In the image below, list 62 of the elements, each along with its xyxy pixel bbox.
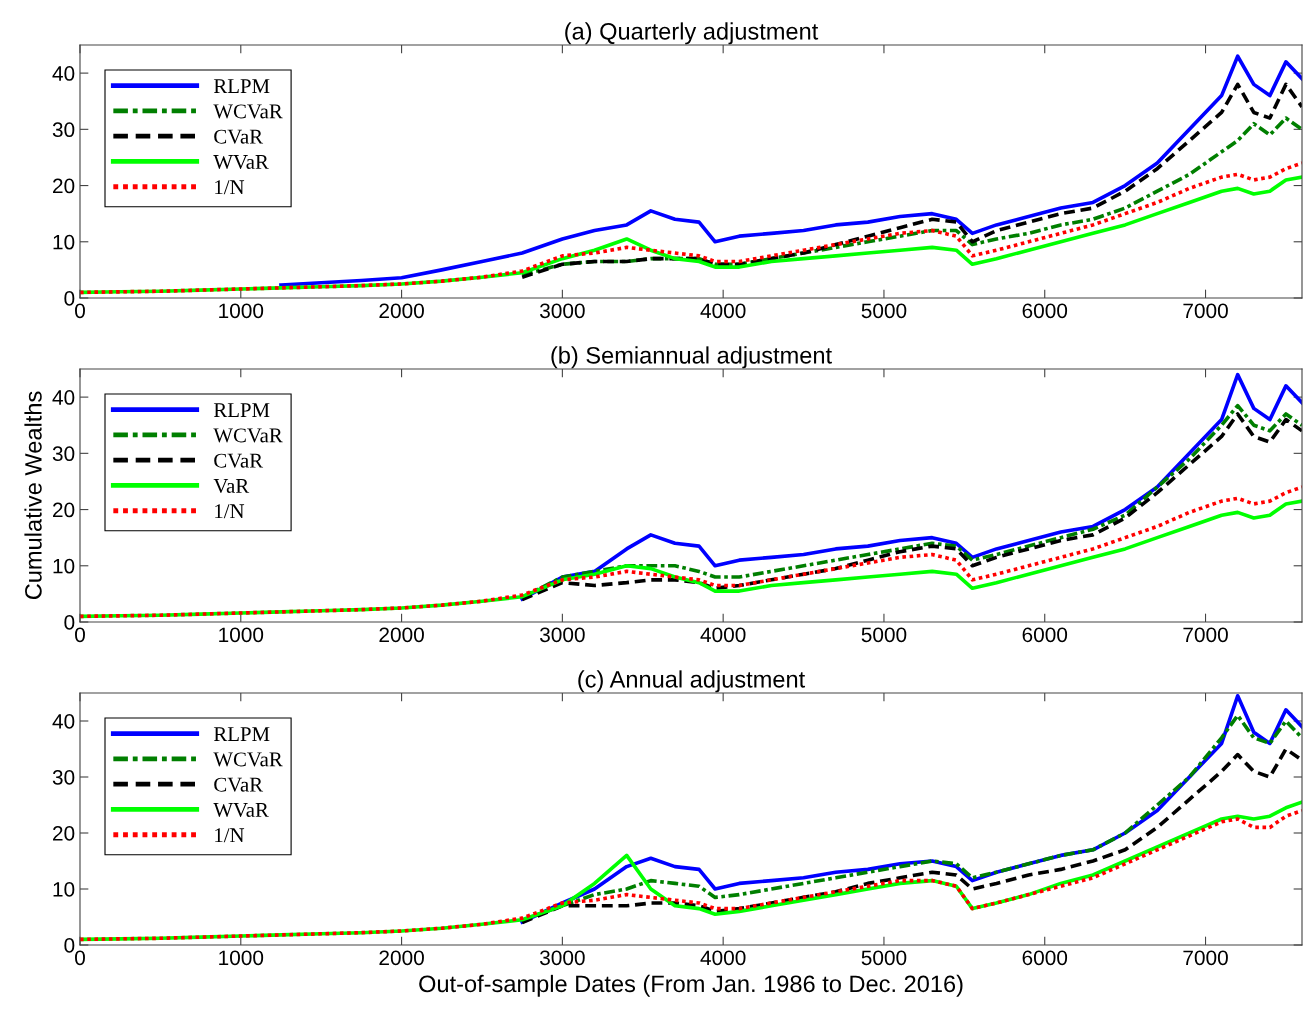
line-series [520, 82, 1302, 280]
legend-label: RLPM [213, 727, 270, 741]
chart-title: (c) Annual adjustment [578, 670, 806, 693]
y-tick-label: 40 [52, 390, 75, 405]
line-series [520, 747, 1302, 925]
x-tick-label: 4000 [700, 303, 746, 319]
y-tick-label: 40 [52, 714, 75, 729]
legend-label: 1/N [215, 828, 245, 843]
x-tick-label: 3000 [539, 627, 585, 643]
legend-label: WCVaR [213, 428, 283, 443]
legend-label: WVaR [213, 803, 269, 818]
legend-label: 1/N [215, 504, 245, 519]
y-tick-label: 20 [53, 502, 75, 518]
legend-label: VaR [213, 479, 250, 494]
x-tick-label: 3000 [539, 950, 585, 966]
x-tick-label: 0 [75, 303, 85, 319]
x-tick-label: 2000 [379, 627, 424, 643]
x-tick-label: 7000 [1183, 627, 1228, 643]
x-axis-title: Out-of-sample Dates (From Jan. 1986 to Dec. 2016) [419, 974, 963, 997]
legend-label: RLPM [213, 79, 270, 93]
legend-label: WCVaR [213, 104, 283, 119]
y-tick-label: 10 [53, 234, 75, 250]
legend-label: WVaR [213, 155, 269, 170]
x-tick-label: 1000 [219, 303, 264, 319]
y-tick-label: 20 [53, 178, 75, 194]
y-tick-label: 30 [52, 770, 75, 785]
legend-label: CVaR [214, 129, 264, 144]
x-tick-label: 2000 [379, 950, 424, 966]
y-tick-label: 0 [64, 615, 75, 630]
chart-title: (a) Quarterly adjustment [565, 22, 819, 45]
x-tick-label: 7000 [1183, 950, 1228, 966]
x-tick-label: 5000 [861, 627, 907, 643]
x-tick-label: 6000 [1022, 627, 1068, 643]
x-tick-label: 4000 [700, 627, 746, 643]
x-tick-label: 7000 [1183, 303, 1228, 319]
y-tick-label: 40 [52, 66, 75, 81]
legend-label: CVaR [214, 777, 264, 792]
x-tick-label: 0 [75, 950, 85, 966]
legend-label: RLPM [213, 403, 270, 417]
x-tick-label: 1000 [219, 627, 264, 643]
y-tick-label: 10 [53, 558, 75, 574]
x-tick-label: 2000 [379, 303, 424, 319]
line-series [520, 116, 1302, 277]
chart-title: (b) Semiannual adjustment [551, 346, 832, 369]
y-tick-label: 0 [64, 938, 75, 953]
legend-label: WCVaR [213, 752, 283, 767]
x-tick-label: 6000 [1022, 303, 1068, 319]
y-tick-label: 10 [53, 882, 75, 897]
x-tick-label: 5000 [861, 950, 907, 966]
legend-label: 1/N [215, 180, 245, 195]
y-tick-label: 30 [52, 446, 75, 462]
x-tick-label: 0 [75, 627, 85, 643]
y-tick-label: 0 [64, 291, 75, 306]
y-tick-label: 30 [52, 122, 75, 138]
y-axis-title: Cumulative Wealths [24, 391, 42, 600]
x-tick-label: 1000 [219, 950, 264, 966]
y-tick-label: 20 [53, 826, 75, 841]
x-tick-label: 6000 [1022, 950, 1068, 966]
x-tick-label: 5000 [861, 303, 907, 319]
legend-label: CVaR [214, 453, 264, 468]
x-tick-label: 3000 [539, 303, 585, 319]
x-tick-label: 4000 [700, 950, 746, 966]
